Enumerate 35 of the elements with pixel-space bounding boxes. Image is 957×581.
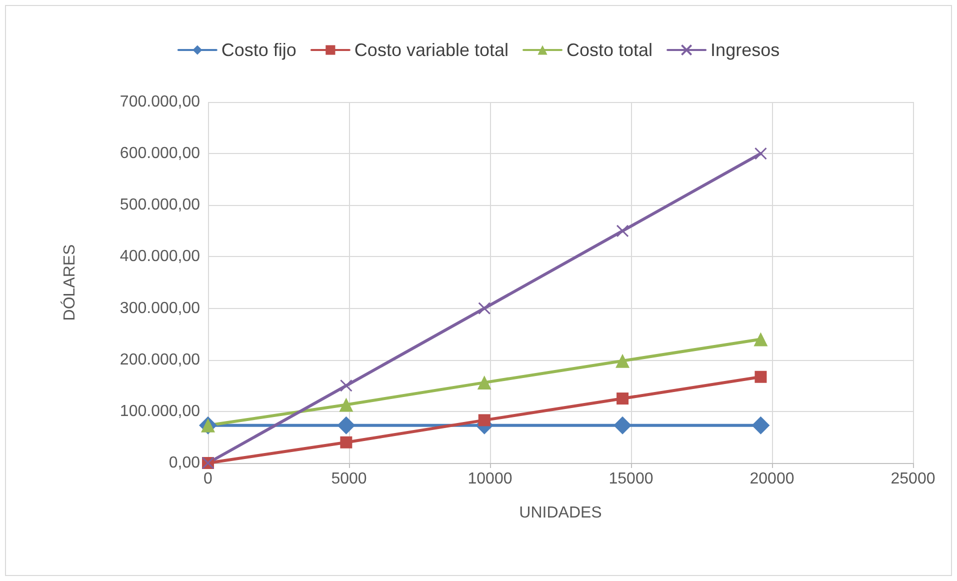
x-tick-label: 25000 [890, 470, 936, 488]
point [477, 376, 492, 390]
legend-label: Costo total [566, 40, 653, 60]
y-tick-label: 600.000,00 [120, 145, 200, 162]
y-tick-label: 200.000,00 [120, 351, 200, 368]
point [616, 224, 629, 238]
y-tick-label: 400.000,00 [120, 248, 200, 266]
point [340, 379, 352, 392]
x-tick-label: 5000 [331, 470, 367, 488]
point [616, 392, 629, 405]
point [754, 332, 768, 346]
legend-label: Costo fijo [221, 40, 296, 60]
x-axis-title: UNIDADES [519, 504, 602, 522]
point [339, 398, 354, 412]
legend-label: Costo variable total [354, 40, 509, 60]
y-axis-title: DÓLARES [60, 244, 78, 321]
point [754, 147, 767, 160]
point [478, 414, 490, 426]
x-tick-label: 20000 [750, 470, 794, 488]
y-tick-label: 300.000,00 [120, 300, 200, 317]
x-tick-label: 10000 [468, 470, 512, 488]
point [616, 354, 630, 368]
x-tick-label: 15000 [608, 470, 654, 488]
point [752, 416, 770, 434]
point [340, 436, 352, 448]
point [337, 416, 356, 434]
y-tick-label: 700.000,00 [120, 94, 200, 110]
y-tick-label: 500.000,00 [120, 196, 200, 214]
point [754, 370, 767, 383]
legend-label: Ingresos [710, 40, 780, 60]
point [478, 302, 491, 315]
y-tick-label: 0,00 [168, 454, 200, 472]
point [614, 416, 632, 434]
x-tick-label: 0 [204, 470, 213, 488]
y-tick-label: 100.000,00 [120, 402, 200, 420]
